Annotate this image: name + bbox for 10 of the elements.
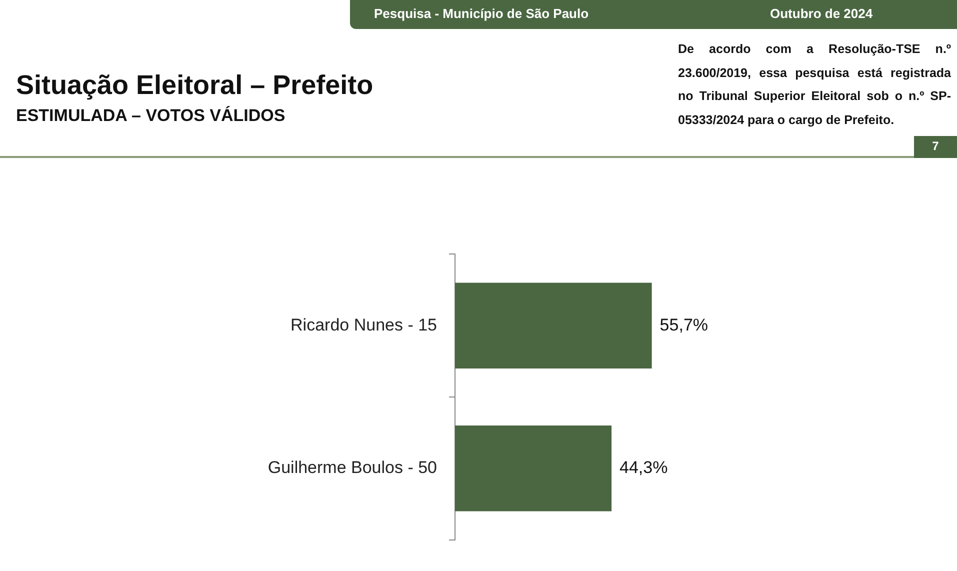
text: De acordo com a Resolução-TSE n.º 23.600/2019, essa pesquisa está registrada no Tribunal Superior Eleitoral sob o n.º SP-05333/2024 para o cargo de Prefeito. bbox=[678, 41, 951, 129]
y-tick-label: Ricardo Nunes - 15 bbox=[290, 315, 437, 334]
text: 7 bbox=[914, 136, 957, 158]
text: ESTIMULADA – VOTOS VÁLIDOS bbox=[16, 106, 286, 126]
y-tick-label: Guilherme Boulos - 50 bbox=[268, 458, 437, 478]
data-label: 55,7% bbox=[660, 315, 708, 334]
text: Outubro de 2024 bbox=[770, 6, 873, 21]
text: Pesquisa - Município de São Paulo bbox=[374, 6, 589, 21]
data-label: 44,3% bbox=[620, 458, 668, 478]
text: Situação Eleitoral – Prefeito bbox=[16, 70, 374, 101]
